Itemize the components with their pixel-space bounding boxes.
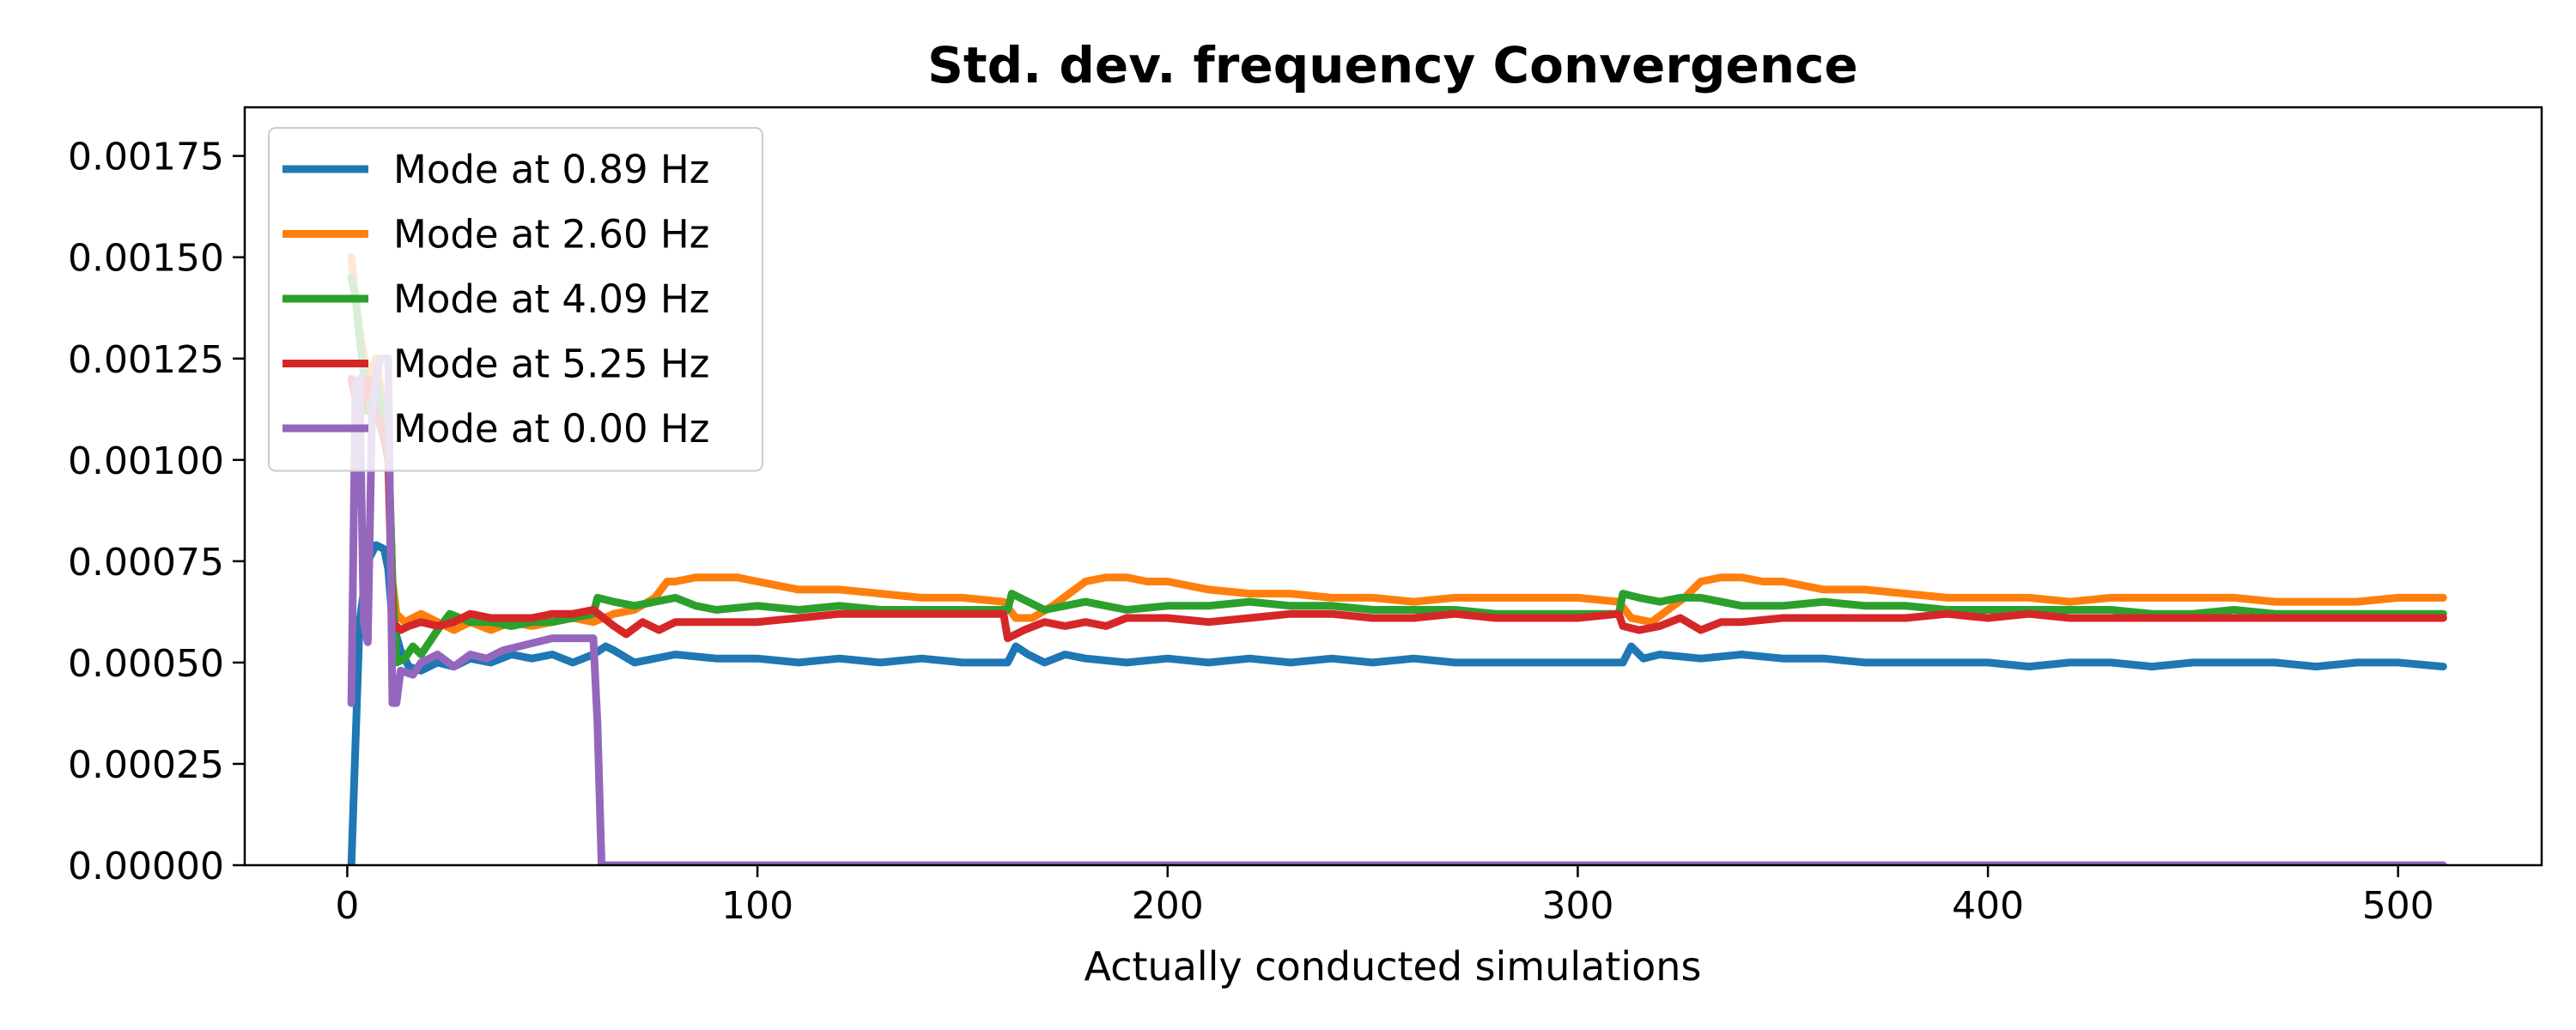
legend-label-4: Mode at 5.25 Hz (393, 342, 709, 387)
y-tick-label: 0.00175 (68, 136, 224, 179)
y-tick-label: 0.00125 (68, 338, 224, 382)
legend-label-5: Mode at 0.00 Hz (393, 406, 709, 451)
legend-label-2: Mode at 2.60 Hz (393, 212, 709, 258)
series-line-3 (347, 273, 2447, 667)
x-axis-label: Actually conducted simulations (1084, 943, 1702, 990)
y-tick-label: 0.00075 (68, 541, 224, 585)
x-tick-label: 300 (1541, 884, 1613, 928)
y-tick-label: 0.00025 (68, 743, 224, 787)
x-axis: 0 100 200 300 400 500 (335, 865, 2434, 928)
legend-label-1: Mode at 0.89 Hz (393, 147, 709, 192)
x-tick-label: 200 (1132, 884, 1204, 928)
series-layer (347, 253, 2447, 865)
y-axis: 0.00000 0.00025 0.00050 0.00075 0.00100 0.001… (68, 136, 245, 888)
plot-frame (243, 106, 2543, 867)
y-tick-label: 0.00050 (68, 642, 224, 686)
x-tick-label: 0 (335, 884, 359, 928)
x-tick-label: 100 (721, 884, 793, 928)
chart-title: Std. dev. frequency Convergence (927, 36, 1858, 94)
x-tick-label: 500 (2362, 884, 2434, 928)
legend-box (268, 127, 763, 472)
legend-label-3: Mode at 4.09 Hz (393, 276, 709, 322)
y-tick-label: 0.00100 (68, 439, 224, 483)
y-tick-label: 0.00000 (68, 845, 224, 888)
series-line-4 (347, 374, 2447, 643)
y-tick-label: 0.00150 (68, 237, 224, 281)
legend: Mode at 0.89 Hz Mode at 2.60 Hz Mode at 4.… (268, 127, 763, 472)
x-tick-label: 400 (1952, 884, 2024, 928)
